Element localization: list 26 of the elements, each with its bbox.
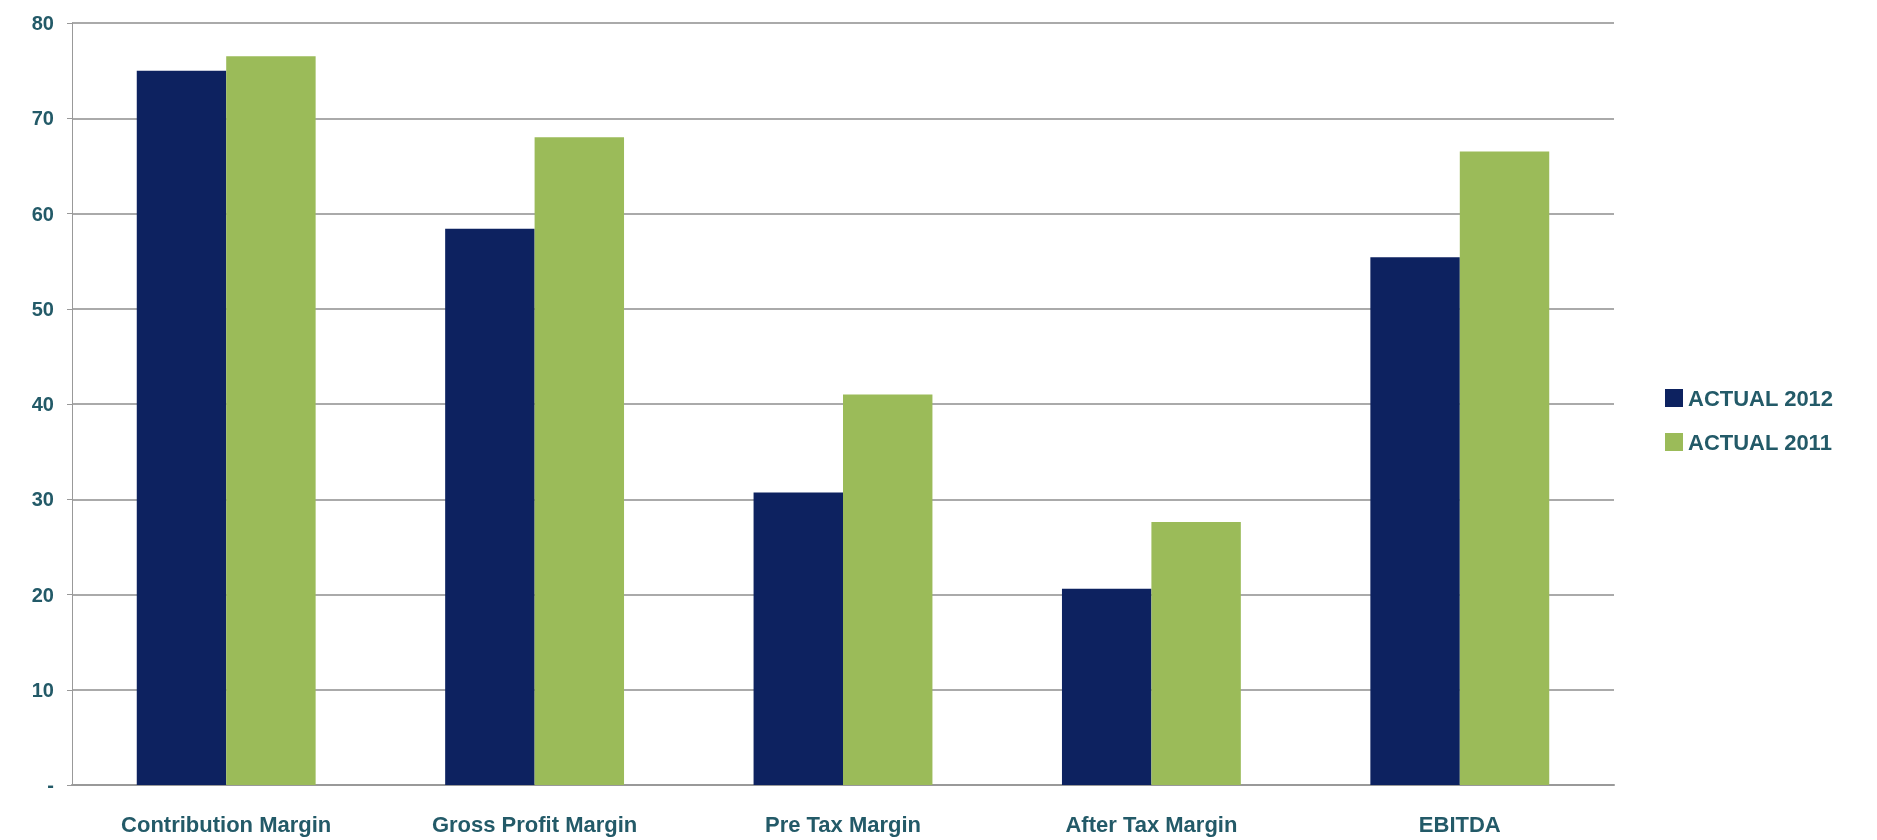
x-tick-label: After Tax Margin: [1065, 811, 1238, 837]
y-tick-label: -: [47, 774, 54, 796]
bar: [1459, 151, 1550, 785]
y-tick-label: 30: [31, 488, 54, 511]
y-tick-label: 50: [31, 297, 54, 320]
x-tick-label: Contribution Margin: [121, 811, 332, 837]
bar: [843, 394, 933, 785]
bar: [534, 137, 625, 785]
y-tick-label: 60: [31, 202, 54, 225]
y-tick-label: 70: [31, 107, 54, 130]
y-tick-label: 80: [31, 12, 54, 34]
y-tick-label: 40: [31, 393, 54, 415]
legend-label: ACTUAL 2011: [1688, 429, 1832, 455]
bar: [226, 56, 316, 785]
x-tick-label: Gross Profit Margin: [431, 811, 638, 837]
x-tick-label: EBITDA: [1418, 811, 1501, 837]
bar: [1061, 588, 1152, 785]
y-tick-label: 20: [31, 583, 54, 606]
bar: [1151, 522, 1241, 785]
legend-label: ACTUAL 2012: [1688, 385, 1834, 411]
bar: [1370, 257, 1460, 785]
bar: [445, 228, 535, 785]
y-tick-label: 10: [31, 678, 54, 701]
bar: [753, 492, 843, 785]
x-tick-label: Pre Tax Margin: [764, 811, 922, 837]
bar: [136, 70, 227, 785]
